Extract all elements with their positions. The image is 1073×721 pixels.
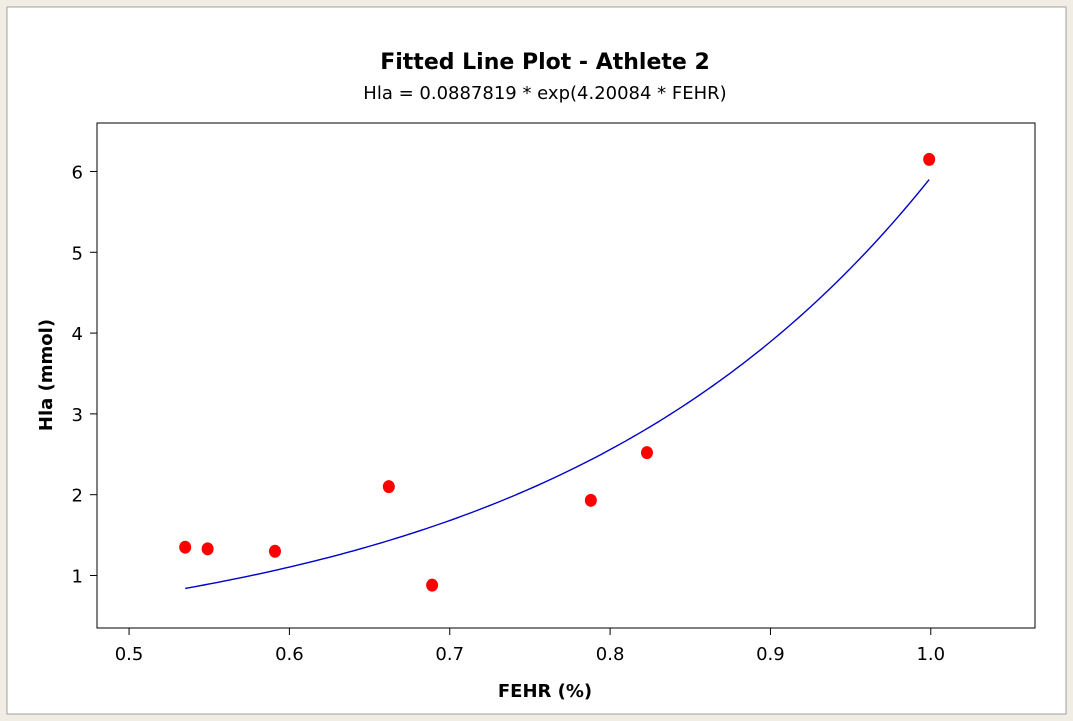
fitted-line <box>185 179 930 590</box>
y-tick-label: 2 <box>72 486 83 507</box>
x-tick-label: 0.9 <box>756 644 785 665</box>
x-tick-label: 0.8 <box>596 644 625 665</box>
data-point <box>201 542 214 556</box>
y-axis-label: Hla (mmol) <box>36 319 57 431</box>
y-tick-label: 1 <box>72 566 83 587</box>
y-tick-label: 3 <box>72 405 83 426</box>
data-point <box>179 540 192 554</box>
fit-layer <box>185 179 930 590</box>
y-tick-label: 5 <box>72 243 83 264</box>
x-tick-label: 0.7 <box>435 644 464 665</box>
x-axis-label: FEHR (%) <box>498 681 592 702</box>
x-tick-label: 0.5 <box>115 644 144 665</box>
data-point <box>426 578 439 592</box>
y-tick-label: 4 <box>72 324 83 345</box>
point-layer <box>179 152 936 592</box>
figure-background <box>6 6 1067 715</box>
data-point <box>584 493 597 507</box>
plot-frame <box>96 122 1036 629</box>
data-point <box>382 480 395 494</box>
x-axis: 0.5 0.6 0.7 0.8 0.9 1.0 <box>115 628 945 665</box>
data-point <box>923 152 936 166</box>
x-tick-label: 1.0 <box>916 644 945 665</box>
chart-title: Fitted Line Plot - Athlete 2 <box>380 50 710 75</box>
x-tick-label: 0.6 <box>275 644 304 665</box>
y-tick-label: 6 <box>72 162 83 183</box>
data-point <box>640 446 653 460</box>
y-axis: 1 2 3 4 5 6 <box>72 162 97 587</box>
data-point <box>268 544 281 558</box>
chart-subtitle: Hla = 0.0887819 * exp(4.20084 * FEHR) <box>363 83 726 104</box>
